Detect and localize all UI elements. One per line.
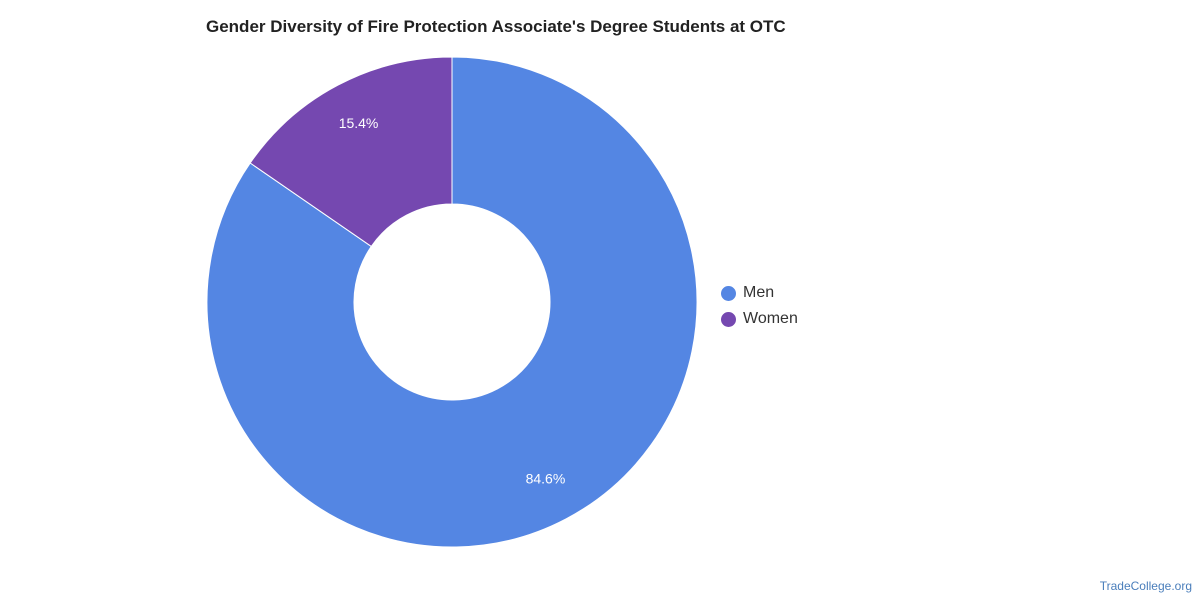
legend-label-women: Women xyxy=(743,310,798,327)
source-credit[interactable]: TradeCollege.org xyxy=(1099,579,1192,593)
legend-label-men: Men xyxy=(743,284,775,301)
slice-label-men: 84.6% xyxy=(526,471,566,487)
chart-title: Gender Diversity of Fire Protection Asso… xyxy=(206,17,786,36)
legend-swatch-women xyxy=(721,311,736,327)
legend-swatch-men xyxy=(721,285,736,301)
legend-item-men[interactable]: Men xyxy=(721,280,798,306)
legend-item-women[interactable]: Women xyxy=(721,306,798,332)
slice-label-women: 15.4% xyxy=(339,115,379,131)
donut-slice-men[interactable] xyxy=(206,56,698,548)
chart-legend: Men Women xyxy=(721,280,798,332)
donut-slice-women[interactable] xyxy=(249,56,453,248)
